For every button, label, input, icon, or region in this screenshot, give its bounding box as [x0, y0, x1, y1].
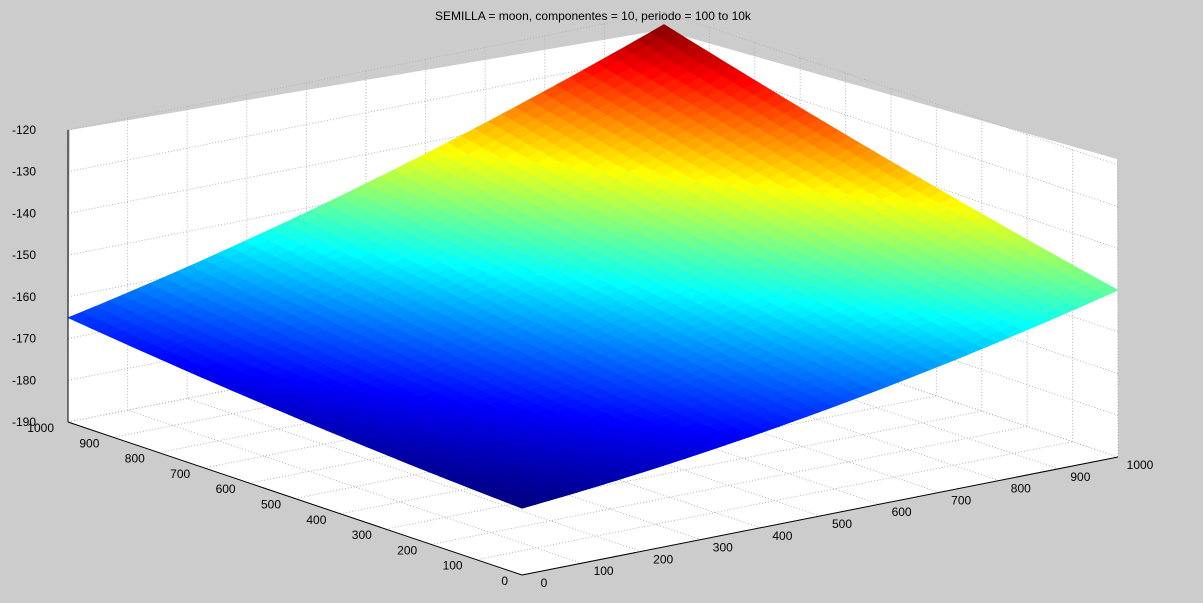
y-axis-line	[67, 421, 523, 576]
x-tick-label: 500	[832, 517, 852, 531]
x-tick-label: 600	[892, 505, 912, 519]
z-tick-label: -140	[12, 206, 36, 220]
y-tick-label: 900	[79, 436, 99, 450]
y-tick-label: 500	[261, 498, 281, 512]
x-tick-labels: 0 100 200 300 400 500 600 700 800 900 1000	[541, 458, 1154, 590]
x-tick-label: 200	[653, 552, 673, 566]
surface-patch	[510, 500, 537, 509]
z-tick-label: -180	[12, 373, 36, 387]
z-tick-label: -190	[12, 415, 36, 429]
grid-line	[385, 410, 982, 530]
y-tick-labels: 0 100 200 300 400 500 600 700 800 900 1000	[27, 421, 508, 588]
y-tick-label: 100	[443, 559, 463, 573]
x-tick-label: 0	[541, 576, 548, 590]
y-tick-label: 0	[501, 574, 508, 588]
x-tick-label: 800	[1011, 482, 1031, 496]
grid-line	[67, 94, 665, 214]
z-tick-label: -120	[12, 123, 36, 137]
z-tick-label: -160	[12, 290, 36, 304]
z-tick-label: -130	[12, 165, 36, 179]
x-tick-label: 100	[594, 564, 614, 578]
axes-lines	[67, 130, 1119, 576]
z-tick-labels: -190 -180 -170 -160 -150 -140 -130 -120	[12, 123, 36, 429]
grid-line	[67, 11, 665, 131]
surface-mesh	[67, 24, 1119, 509]
x-tick-label: 700	[951, 493, 971, 507]
z-tick-label: -170	[12, 332, 36, 346]
grid-line	[127, 409, 582, 564]
x-tick-label: 900	[1070, 470, 1090, 484]
x-axis-line	[521, 456, 1119, 576]
grid-line	[187, 397, 642, 552]
x-tick-label: 1000	[1127, 458, 1154, 472]
grid-line	[476, 441, 1073, 561]
x-tick-label: 400	[772, 529, 792, 543]
x-tick-label: 300	[713, 541, 733, 555]
z-tick-label: -150	[12, 248, 36, 262]
y-tick-label: 200	[397, 543, 417, 557]
grid-line	[663, 11, 1119, 166]
y-tick-label: 700	[170, 467, 190, 481]
y-tick-label: 800	[125, 452, 145, 466]
y-tick-label: 1000	[27, 421, 54, 435]
chart-title: SEMILLA = moon, componentes = 10, period…	[435, 9, 752, 23]
grid-line	[67, 53, 665, 173]
y-tick-label: 400	[306, 513, 326, 527]
y-tick-label: 600	[216, 482, 236, 496]
y-tick-label: 300	[352, 528, 372, 542]
grid-line	[431, 425, 1028, 545]
